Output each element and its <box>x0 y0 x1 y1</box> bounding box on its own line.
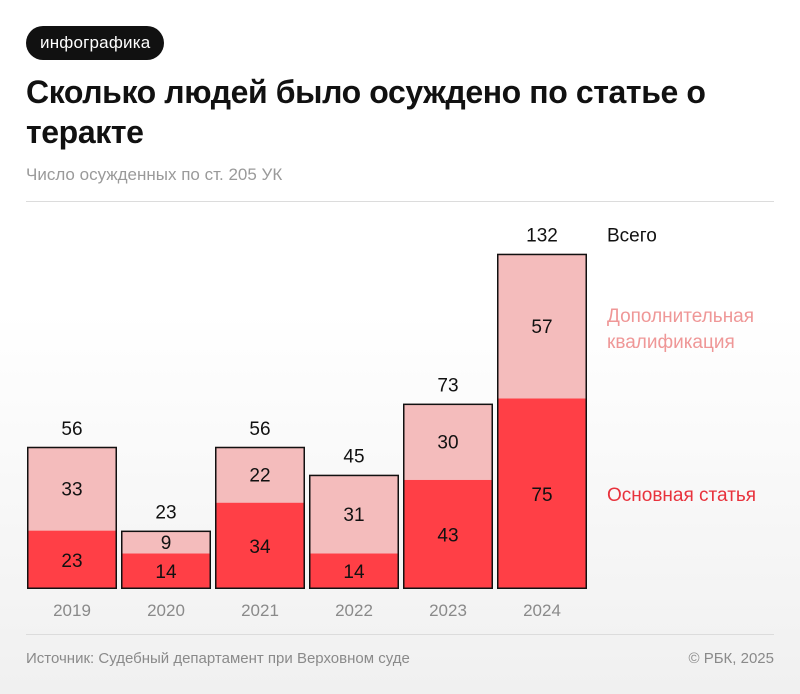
label-main-2021: 34 <box>249 537 271 558</box>
bar-main-2023 <box>403 479 493 589</box>
bar-additional-2022 <box>309 474 399 554</box>
label-additional-2023: 30 <box>437 433 458 454</box>
page-title: Сколько людей было осуждено по статье о … <box>26 74 706 150</box>
bar-outline-2020 <box>121 530 211 590</box>
label-main-2023: 43 <box>437 525 458 546</box>
legend-total: Всего <box>607 226 657 247</box>
bar-additional-2020 <box>121 530 211 554</box>
tick-label-2021: 2021 <box>241 601 279 620</box>
bar-outline-2019 <box>27 446 117 590</box>
tick-label-2019: 2019 <box>53 601 91 620</box>
tick-label-2024: 2024 <box>523 601 561 620</box>
bar-main-2020 <box>121 553 211 589</box>
label-total-2019: 56 <box>61 419 82 440</box>
label-main-2024: 75 <box>531 485 552 506</box>
tick-label-2022: 2022 <box>335 601 373 620</box>
legend-additional: Дополнительная квалификация <box>607 306 754 353</box>
bar-main-2021 <box>215 502 305 589</box>
label-additional-2020: 9 <box>161 533 172 554</box>
bar-outline-2022 <box>309 474 399 590</box>
copyright: © РБК, 2025 <box>688 650 774 667</box>
bar-additional-2019 <box>27 446 117 531</box>
label-additional-2021: 22 <box>249 466 270 487</box>
label-total-2024: 132 <box>526 226 558 247</box>
label-additional-2024: 57 <box>531 317 552 338</box>
label-total-2020: 23 <box>155 503 176 524</box>
bar-additional-2024 <box>497 253 587 399</box>
source-note: Источник: Судебный департамент при Верхо… <box>26 650 410 667</box>
bar-outline-2024 <box>497 253 587 589</box>
label-additional-2019: 33 <box>61 480 82 501</box>
bar-outline-2021 <box>215 446 305 590</box>
chart-subtitle: Число осужденных по ст. 205 УК <box>26 165 283 184</box>
bar-outline-2023 <box>403 403 493 589</box>
bar-main-2024 <box>497 398 587 589</box>
bar-main-2022 <box>309 553 399 589</box>
label-total-2022: 45 <box>343 447 364 468</box>
label-additional-2022: 31 <box>343 505 364 526</box>
tick-label-2020: 2020 <box>147 601 185 620</box>
label-total-2023: 73 <box>437 376 458 397</box>
bar-main-2019 <box>27 530 117 589</box>
bottom-divider <box>26 634 774 635</box>
label-main-2020: 14 <box>155 562 177 583</box>
label-total-2021: 56 <box>249 419 270 440</box>
top-divider <box>26 201 774 202</box>
tick-label-2023: 2023 <box>429 601 467 620</box>
label-main-2022: 14 <box>343 562 365 583</box>
infographic-badge: инфографика <box>26 26 165 60</box>
legend-main: Основная статья <box>607 485 756 506</box>
label-main-2019: 23 <box>61 551 82 572</box>
bar-additional-2023 <box>403 403 493 480</box>
bar-additional-2021 <box>215 446 305 503</box>
